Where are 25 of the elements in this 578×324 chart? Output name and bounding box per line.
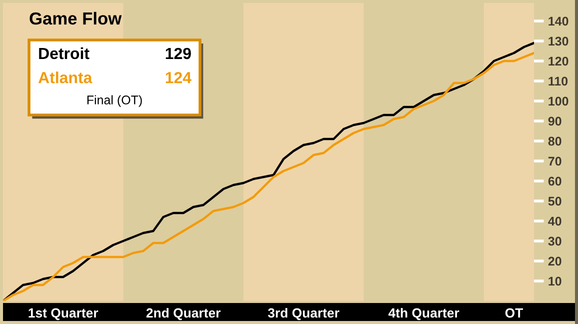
x-tick-label: 1st Quarter: [28, 308, 98, 320]
y-tick-label: 100: [548, 96, 568, 106]
y-tick-label: 50: [548, 196, 562, 206]
annotation: Final (OT): [87, 95, 142, 107]
y-tick-label: 130: [548, 36, 568, 46]
y-tick-label: 60: [548, 176, 562, 186]
y-tick-label: 80: [548, 136, 562, 146]
x-tick-label: OT: [505, 308, 523, 318]
text: Atlanta: [38, 72, 92, 84]
x-tick-label: 2nd Quarter: [146, 308, 221, 320]
y-tick-label: 110: [548, 76, 568, 86]
text: Detroit: [39, 47, 90, 60]
annotation: 124: [166, 72, 192, 84]
y-tick-label: 120: [548, 56, 568, 66]
y-tick-label: 20: [548, 256, 562, 266]
x-tick-label: 4th Quarter: [388, 308, 460, 320]
chart-title: Game Flow: [30, 12, 122, 25]
y-tick-label: 40: [548, 216, 562, 226]
y-tick-label: 90: [548, 116, 562, 126]
annotation: 129: [166, 48, 191, 60]
y-tick-label: 70: [548, 156, 562, 166]
y-tick-label: 30: [548, 236, 562, 246]
y-tick-label: 140: [548, 16, 568, 26]
y-tick-label: 10: [548, 276, 562, 286]
x-tick-label: 3rd Quarter: [268, 308, 340, 320]
